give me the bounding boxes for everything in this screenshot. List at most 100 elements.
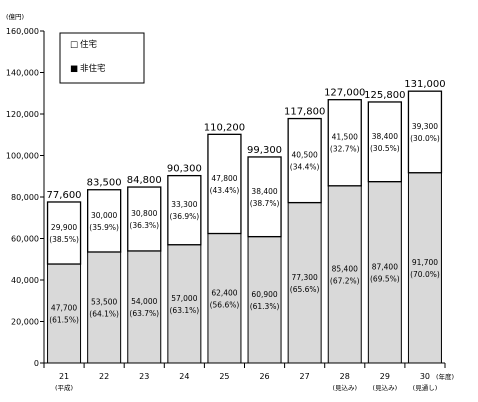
x-tick-label: 29: [380, 372, 390, 381]
bar-nonhousing-29: [367, 181, 402, 364]
x-tick-label: 22: [99, 372, 109, 381]
bar-nonhousing-23: [127, 250, 162, 364]
legend-marker-nonhousing: ■: [70, 64, 78, 74]
housing-pct-label: (38.5%): [49, 235, 79, 244]
housing-pct-label: (36.3%): [129, 221, 159, 230]
x-tick-note: (見込み): [332, 383, 357, 392]
total-label: 131,000: [404, 79, 445, 90]
nonhousing-value-label: 91,700: [412, 258, 438, 267]
bars: [46, 90, 443, 364]
bar-nonhousing-21: [47, 263, 82, 364]
nonhousing-value-label: 85,400: [332, 264, 358, 273]
bar-nonhousing-24: [167, 244, 202, 364]
legend-box: [59, 32, 145, 84]
total-label: 90,300: [167, 164, 202, 175]
nonhousing-pct-label: (63.7%): [129, 309, 159, 318]
bar-housing-22: [87, 189, 122, 253]
housing-value-label: 39,300: [412, 122, 438, 131]
bar-nonhousing-25: [207, 233, 242, 364]
nonhousing-pct-label: (70.0%): [410, 270, 440, 279]
y-tick-label: 60,000: [11, 235, 39, 244]
legend-label-nonhousing: 非住宅: [80, 63, 106, 74]
total-label: 77,600: [47, 190, 82, 201]
bar-labels: 47,700 (61.5%) 29,900 (38.5%) 77,600 21 (平成) 53…: [47, 79, 446, 392]
bar-nonhousing-30: [407, 172, 442, 364]
y-tick-label: 120,000: [6, 110, 39, 119]
x-unit-label: (年度): [436, 372, 454, 381]
housing-value-label: 38,400: [372, 132, 398, 141]
housing-value-label: 47,800: [211, 174, 237, 183]
total-label: 125,800: [364, 90, 405, 101]
housing-value-label: 29,900: [51, 223, 77, 232]
x-tick-note: (平成): [55, 383, 73, 392]
housing-pct-label: (38.7%): [250, 199, 280, 208]
nonhousing-value-label: 57,000: [171, 294, 197, 303]
bar-housing-25: [207, 133, 242, 235]
housing-pct-label: (30.5%): [370, 144, 400, 153]
x-tick-label: 23: [139, 372, 149, 381]
nonhousing-pct-label: (61.3%): [250, 302, 280, 311]
bar-nonhousing-22: [87, 251, 122, 364]
nonhousing-value-label: 47,700: [51, 304, 77, 313]
total-label: 99,300: [247, 145, 282, 156]
housing-value-label: 33,300: [171, 200, 197, 209]
x-tick-label: 30: [420, 372, 430, 381]
y-tick-label: 160,000: [6, 27, 39, 36]
total-label: 127,000: [324, 88, 365, 99]
nonhousing-value-label: 60,900: [251, 290, 277, 299]
housing-value-label: 40,500: [292, 151, 318, 160]
bar-housing-30: [407, 90, 443, 174]
total-label: 110,200: [204, 122, 245, 133]
nonhousing-value-label: 53,500: [91, 297, 117, 306]
housing-value-label: 41,500: [332, 133, 358, 142]
legend: □ 住宅 ■ 非住宅: [59, 32, 145, 84]
bar-housing-23: [127, 186, 162, 252]
x-tick-label: 28: [340, 372, 350, 381]
x-tick-label: 24: [179, 372, 189, 381]
legend-marker-housing: □: [70, 40, 78, 50]
bar-housing-29: [367, 101, 403, 183]
bar-nonhousing-26: [247, 236, 282, 364]
bar-housing-28: [327, 99, 362, 187]
housing-pct-label: (32.7%): [330, 145, 360, 154]
nonhousing-value-label: 62,400: [211, 288, 237, 297]
housing-pct-label: (34.4%): [290, 163, 320, 172]
bar-nonhousing-28: [327, 185, 362, 364]
x-tick-note: (見通し): [413, 383, 438, 392]
x-tick-note: (見込み): [373, 383, 398, 392]
nonhousing-pct-label: (56.6%): [210, 300, 240, 309]
y-tick-label: 20,000: [11, 318, 39, 327]
y-tick-label: 0: [34, 359, 39, 368]
housing-pct-label: (30.0%): [410, 134, 440, 143]
y-tick-label: 40,000: [11, 276, 39, 285]
bar-housing-24: [167, 174, 202, 246]
nonhousing-pct-label: (64.1%): [89, 309, 119, 318]
nonhousing-value-label: 54,000: [131, 297, 157, 306]
nonhousing-pct-label: (65.6%): [290, 285, 320, 294]
nonhousing-value-label: 77,300: [292, 273, 318, 282]
total-label: 84,800: [127, 175, 162, 186]
bar-housing-21: [46, 201, 82, 265]
housing-pct-label: (36.9%): [170, 212, 200, 221]
housing-value-label: 38,400: [251, 187, 277, 196]
x-tick-label: 27: [300, 372, 310, 381]
nonhousing-pct-label: (69.5%): [370, 274, 400, 283]
y-tick-label: 100,000: [6, 152, 39, 161]
nonhousing-pct-label: (67.2%): [330, 276, 360, 285]
bar-nonhousing-27: [287, 202, 322, 364]
total-label: 117,800: [284, 107, 325, 118]
housing-value-label: 30,800: [131, 209, 157, 218]
housing-pct-label: (43.4%): [210, 186, 240, 195]
nonhousing-pct-label: (63.1%): [170, 306, 200, 315]
nonhousing-pct-label: (61.5%): [49, 316, 79, 325]
nonhousing-value-label: 87,400: [372, 262, 398, 271]
x-tick-label: 21: [59, 372, 69, 381]
total-label: 83,500: [87, 178, 122, 189]
bar-housing-27: [287, 117, 322, 204]
y-unit-label: (億円): [6, 12, 24, 21]
legend-label-housing: 住宅: [80, 39, 97, 50]
y-tick-label: 140,000: [6, 69, 39, 78]
x-tick-label: 26: [259, 372, 269, 381]
x-tick-label: 25: [219, 372, 229, 381]
